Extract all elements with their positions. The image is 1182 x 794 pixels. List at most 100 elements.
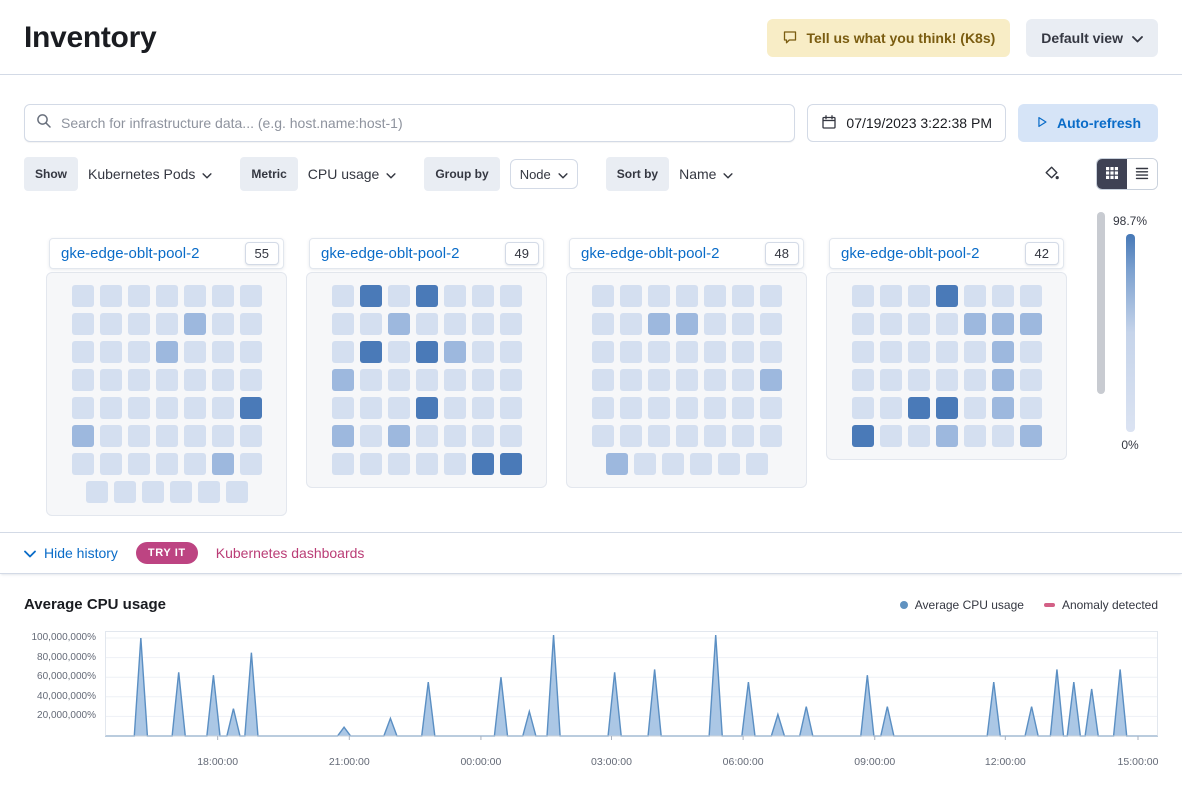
pod-cell[interactable] [471,285,494,307]
pod-cell[interactable] [731,341,754,363]
pod-cell[interactable] [211,313,234,335]
pod-cell[interactable] [661,453,684,475]
auto-refresh-button[interactable]: Auto-refresh [1017,104,1158,142]
pod-cell[interactable] [415,453,438,475]
pod-cell[interactable] [647,369,670,391]
pod-cell[interactable] [183,285,206,307]
pod-cell[interactable] [71,369,94,391]
pod-cell[interactable] [759,341,782,363]
pod-cell[interactable] [141,481,164,503]
group-title-link[interactable]: gke-edge-oblt-pool-2 [841,245,980,262]
pod-cell[interactable] [99,313,122,335]
pod-cell[interactable] [99,397,122,419]
pod-cell[interactable] [239,313,262,335]
pod-cell[interactable] [935,425,958,447]
pod-cell[interactable] [99,453,122,475]
pod-cell[interactable] [675,425,698,447]
pod-cell[interactable] [717,453,740,475]
pod-cell[interactable] [155,285,178,307]
pod-cell[interactable] [127,369,150,391]
pod-cell[interactable] [907,397,930,419]
pod-cell[interactable] [851,425,874,447]
pod-cell[interactable] [71,285,94,307]
pod-cell[interactable] [127,285,150,307]
pod-cell[interactable] [387,369,410,391]
pod-cell[interactable] [499,285,522,307]
pod-cell[interactable] [331,397,354,419]
pod-cell[interactable] [471,313,494,335]
pod-cell[interactable] [71,341,94,363]
pod-cell[interactable] [71,425,94,447]
pod-cell[interactable] [183,341,206,363]
pod-cell[interactable] [471,425,494,447]
pod-cell[interactable] [675,369,698,391]
pod-cell[interactable] [619,425,642,447]
pod-cell[interactable] [183,313,206,335]
pod-cell[interactable] [211,425,234,447]
pod-cell[interactable] [703,425,726,447]
pod-cell[interactable] [935,341,958,363]
pod-cell[interactable] [183,453,206,475]
pod-cell[interactable] [211,285,234,307]
pod-cell[interactable] [647,397,670,419]
pod-cell[interactable] [851,313,874,335]
pod-cell[interactable] [415,341,438,363]
pod-cell[interactable] [991,313,1014,335]
pod-cell[interactable] [71,453,94,475]
pod-cell[interactable] [963,397,986,419]
pod-cell[interactable] [239,425,262,447]
pod-cell[interactable] [211,369,234,391]
pod-cell[interactable] [731,369,754,391]
pod-cell[interactable] [1019,341,1042,363]
pod-cell[interactable] [879,341,902,363]
grid-view-button[interactable] [1097,159,1127,189]
pod-cell[interactable] [387,285,410,307]
pod-cell[interactable] [879,369,902,391]
pod-cell[interactable] [443,425,466,447]
pod-cell[interactable] [499,453,522,475]
pod-cell[interactable] [647,341,670,363]
pod-cell[interactable] [703,313,726,335]
pod-cell[interactable] [331,453,354,475]
pod-cell[interactable] [197,481,220,503]
pod-cell[interactable] [443,453,466,475]
pod-cell[interactable] [499,313,522,335]
pod-cell[interactable] [907,313,930,335]
pod-cell[interactable] [935,285,958,307]
pod-cell[interactable] [759,285,782,307]
pod-cell[interactable] [1019,397,1042,419]
pod-cell[interactable] [499,397,522,419]
pod-cell[interactable] [155,313,178,335]
pod-cell[interactable] [963,369,986,391]
pod-cell[interactable] [387,397,410,419]
pod-cell[interactable] [731,397,754,419]
pod-cell[interactable] [851,397,874,419]
pod-cell[interactable] [731,285,754,307]
pod-cell[interactable] [471,397,494,419]
pod-cell[interactable] [605,453,628,475]
pod-cell[interactable] [155,453,178,475]
pod-cell[interactable] [689,453,712,475]
scrollbar-thumb[interactable] [1097,212,1105,394]
pod-cell[interactable] [703,397,726,419]
pod-cell[interactable] [155,341,178,363]
feedback-button[interactable]: Tell us what you think! (K8s) [766,19,1011,57]
pod-cell[interactable] [879,397,902,419]
pod-cell[interactable] [907,285,930,307]
pod-cell[interactable] [471,453,494,475]
pod-cell[interactable] [745,453,768,475]
metric-filter-dropdown[interactable]: CPU usage [308,166,397,182]
pod-cell[interactable] [619,369,642,391]
pod-cell[interactable] [127,397,150,419]
pod-cell[interactable] [387,453,410,475]
pod-cell[interactable] [907,341,930,363]
pod-cell[interactable] [633,453,656,475]
pod-cell[interactable] [359,425,382,447]
pod-cell[interactable] [851,285,874,307]
pod-cell[interactable] [99,341,122,363]
pod-cell[interactable] [127,313,150,335]
sort-by-dropdown[interactable]: Name [679,166,734,182]
pod-cell[interactable] [359,341,382,363]
pod-cell[interactable] [703,369,726,391]
pod-cell[interactable] [127,341,150,363]
